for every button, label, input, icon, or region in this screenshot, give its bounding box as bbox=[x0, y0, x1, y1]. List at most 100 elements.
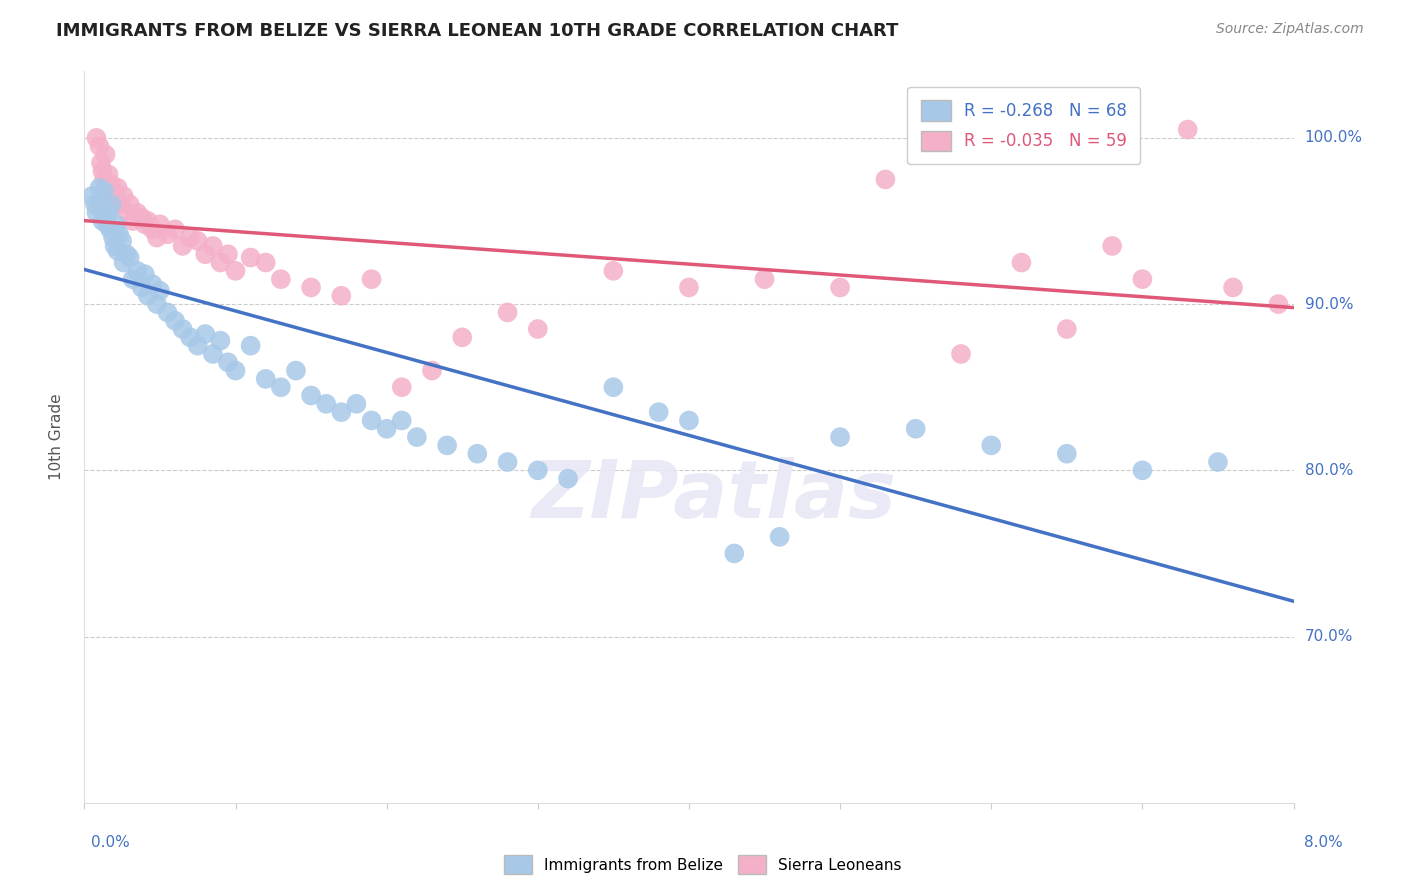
Point bbox=[1101, 239, 1123, 253]
Point bbox=[299, 388, 322, 402]
Point bbox=[112, 255, 135, 269]
Point bbox=[172, 322, 194, 336]
Point bbox=[141, 277, 163, 292]
Point bbox=[111, 234, 134, 248]
Point bbox=[107, 180, 129, 194]
Point bbox=[100, 197, 122, 211]
Point bbox=[1206, 455, 1229, 469]
Point bbox=[201, 347, 224, 361]
Point bbox=[179, 330, 201, 344]
Point bbox=[94, 147, 117, 161]
Text: Source: ZipAtlas.com: Source: ZipAtlas.com bbox=[1216, 22, 1364, 37]
Point bbox=[875, 172, 897, 186]
Point bbox=[101, 184, 124, 198]
Point bbox=[165, 222, 187, 236]
Point bbox=[96, 217, 118, 231]
Point bbox=[84, 197, 107, 211]
Point bbox=[360, 413, 382, 427]
Point bbox=[165, 314, 187, 328]
Legend: Immigrants from Belize, Sierra Leoneans: Immigrants from Belize, Sierra Leoneans bbox=[498, 849, 908, 880]
Point bbox=[104, 189, 127, 203]
Point bbox=[557, 472, 579, 486]
Point bbox=[239, 251, 262, 265]
Point bbox=[225, 264, 247, 278]
Point bbox=[217, 355, 239, 369]
Point bbox=[678, 280, 700, 294]
Text: 100.0%: 100.0% bbox=[1305, 130, 1362, 145]
Point bbox=[134, 267, 156, 281]
Point bbox=[254, 372, 277, 386]
Point bbox=[209, 255, 232, 269]
Point bbox=[830, 280, 852, 294]
Point bbox=[391, 413, 413, 427]
Point bbox=[950, 347, 973, 361]
Text: 0.0%: 0.0% bbox=[91, 836, 131, 850]
Point bbox=[110, 197, 132, 211]
Point bbox=[678, 413, 700, 427]
Point bbox=[118, 197, 141, 211]
Point bbox=[239, 339, 262, 353]
Point bbox=[86, 205, 108, 219]
Point bbox=[187, 339, 209, 353]
Point bbox=[91, 214, 114, 228]
Point bbox=[375, 422, 398, 436]
Point bbox=[194, 247, 217, 261]
Legend: R = -0.268   N = 68, R = -0.035   N = 59: R = -0.268 N = 68, R = -0.035 N = 59 bbox=[907, 87, 1140, 164]
Point bbox=[105, 217, 128, 231]
Point bbox=[97, 205, 120, 219]
Point bbox=[108, 227, 131, 242]
Text: 70.0%: 70.0% bbox=[1305, 629, 1353, 644]
Point bbox=[141, 222, 163, 236]
Text: 90.0%: 90.0% bbox=[1305, 297, 1353, 311]
Point bbox=[146, 230, 169, 244]
Point bbox=[146, 297, 169, 311]
Point bbox=[225, 363, 247, 377]
Point bbox=[648, 405, 671, 419]
Point bbox=[118, 251, 141, 265]
Point bbox=[98, 189, 121, 203]
Point bbox=[90, 156, 112, 170]
Point bbox=[1222, 280, 1244, 294]
Point bbox=[754, 272, 776, 286]
Point bbox=[121, 272, 143, 286]
Point bbox=[723, 546, 745, 560]
Point bbox=[194, 326, 217, 341]
Point bbox=[131, 280, 153, 294]
Point bbox=[172, 239, 194, 253]
Point bbox=[451, 330, 474, 344]
Point bbox=[1132, 463, 1154, 477]
Point bbox=[602, 380, 624, 394]
Point bbox=[156, 305, 179, 319]
Point bbox=[134, 217, 156, 231]
Point bbox=[209, 334, 232, 348]
Point bbox=[149, 217, 172, 231]
Point bbox=[830, 430, 852, 444]
Point bbox=[420, 363, 443, 377]
Point bbox=[104, 239, 127, 253]
Point bbox=[89, 139, 111, 153]
Point bbox=[93, 172, 115, 186]
Point bbox=[299, 280, 322, 294]
Point bbox=[121, 214, 143, 228]
Point bbox=[89, 180, 111, 194]
Text: 80.0%: 80.0% bbox=[1305, 463, 1353, 478]
Point bbox=[89, 201, 111, 215]
Point bbox=[115, 247, 138, 261]
Point bbox=[391, 380, 413, 394]
Point bbox=[254, 255, 277, 269]
Point bbox=[1056, 322, 1078, 336]
Point bbox=[346, 397, 368, 411]
Point bbox=[270, 380, 292, 394]
Point bbox=[270, 272, 292, 286]
Point bbox=[496, 455, 519, 469]
Point bbox=[86, 131, 108, 145]
Point bbox=[127, 205, 149, 219]
Point bbox=[115, 205, 138, 219]
Point bbox=[100, 178, 122, 192]
Point bbox=[904, 422, 927, 436]
Text: IMMIGRANTS FROM BELIZE VS SIERRA LEONEAN 10TH GRADE CORRELATION CHART: IMMIGRANTS FROM BELIZE VS SIERRA LEONEAN… bbox=[56, 22, 898, 40]
Point bbox=[136, 214, 159, 228]
Point bbox=[101, 230, 124, 244]
Point bbox=[1177, 122, 1199, 136]
Point bbox=[131, 211, 153, 225]
